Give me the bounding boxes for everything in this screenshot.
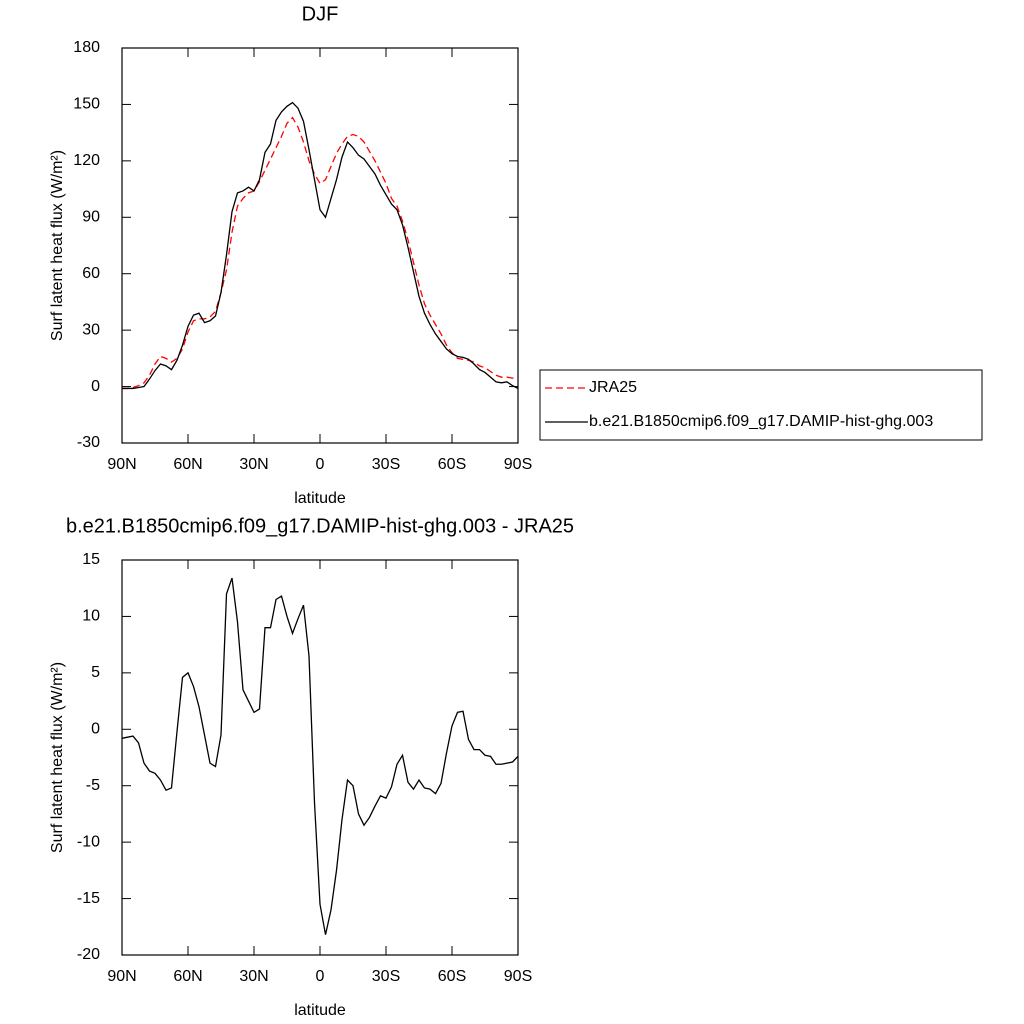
y-tick-label: 90	[82, 209, 100, 226]
y-tick-label: -10	[77, 833, 100, 850]
x-tick-label: 90N	[107, 456, 136, 473]
x-tick-label: 90S	[504, 968, 532, 985]
x-tick-label: 30N	[239, 968, 268, 985]
x-tick-label: 60S	[438, 968, 466, 985]
x-tick-label: 60N	[173, 456, 202, 473]
y-tick-label: -15	[77, 890, 100, 907]
data-line	[121, 577, 519, 935]
x-tick-label: 60S	[438, 456, 466, 473]
x-tick-label: 0	[316, 968, 325, 985]
x-axis-label: latitude	[294, 1002, 346, 1019]
x-tick-label: 90S	[504, 456, 532, 473]
x-tick-label: 30S	[372, 456, 400, 473]
chart-title: DJF	[302, 3, 339, 25]
plot-frame	[121, 559, 519, 956]
x-tick-label: 0	[316, 456, 325, 473]
y-tick-label: 180	[73, 39, 100, 56]
y-axis-label: Surf latent heat flux (W/m²)	[49, 662, 66, 853]
data-line	[122, 101, 519, 390]
x-tick-label: 30S	[372, 968, 400, 985]
chart-title: b.e21.B1850cmip6.f09_g17.DAMIP-hist-ghg.…	[66, 515, 574, 537]
y-tick-label: 0	[91, 721, 100, 738]
legend-label: b.e21.B1850cmip6.f09_g17.DAMIP-hist-ghg.…	[589, 413, 933, 430]
y-tick-label: 30	[82, 321, 100, 338]
y-tick-label: -5	[86, 777, 100, 794]
x-tick-label: 30N	[239, 456, 268, 473]
y-axis-label: Surf latent heat flux (W/m²)	[49, 150, 66, 341]
y-tick-label: 0	[91, 378, 100, 395]
y-tick-label: -30	[77, 434, 100, 451]
legend-label: JRA25	[589, 379, 637, 396]
y-tick-label: 5	[91, 664, 100, 681]
y-tick-label: 15	[82, 551, 100, 568]
y-tick-label: 10	[82, 608, 100, 625]
x-axis-label: latitude	[294, 490, 346, 507]
legend-box	[539, 369, 983, 441]
y-tick-label: 60	[82, 265, 100, 282]
y-tick-label: -20	[77, 946, 100, 963]
data-line	[122, 116, 518, 390]
x-tick-label: 60N	[173, 968, 202, 985]
y-tick-label: 150	[73, 96, 100, 113]
plot-frame	[121, 47, 519, 444]
y-tick-label: 120	[73, 152, 100, 169]
x-tick-label: 90N	[107, 968, 136, 985]
